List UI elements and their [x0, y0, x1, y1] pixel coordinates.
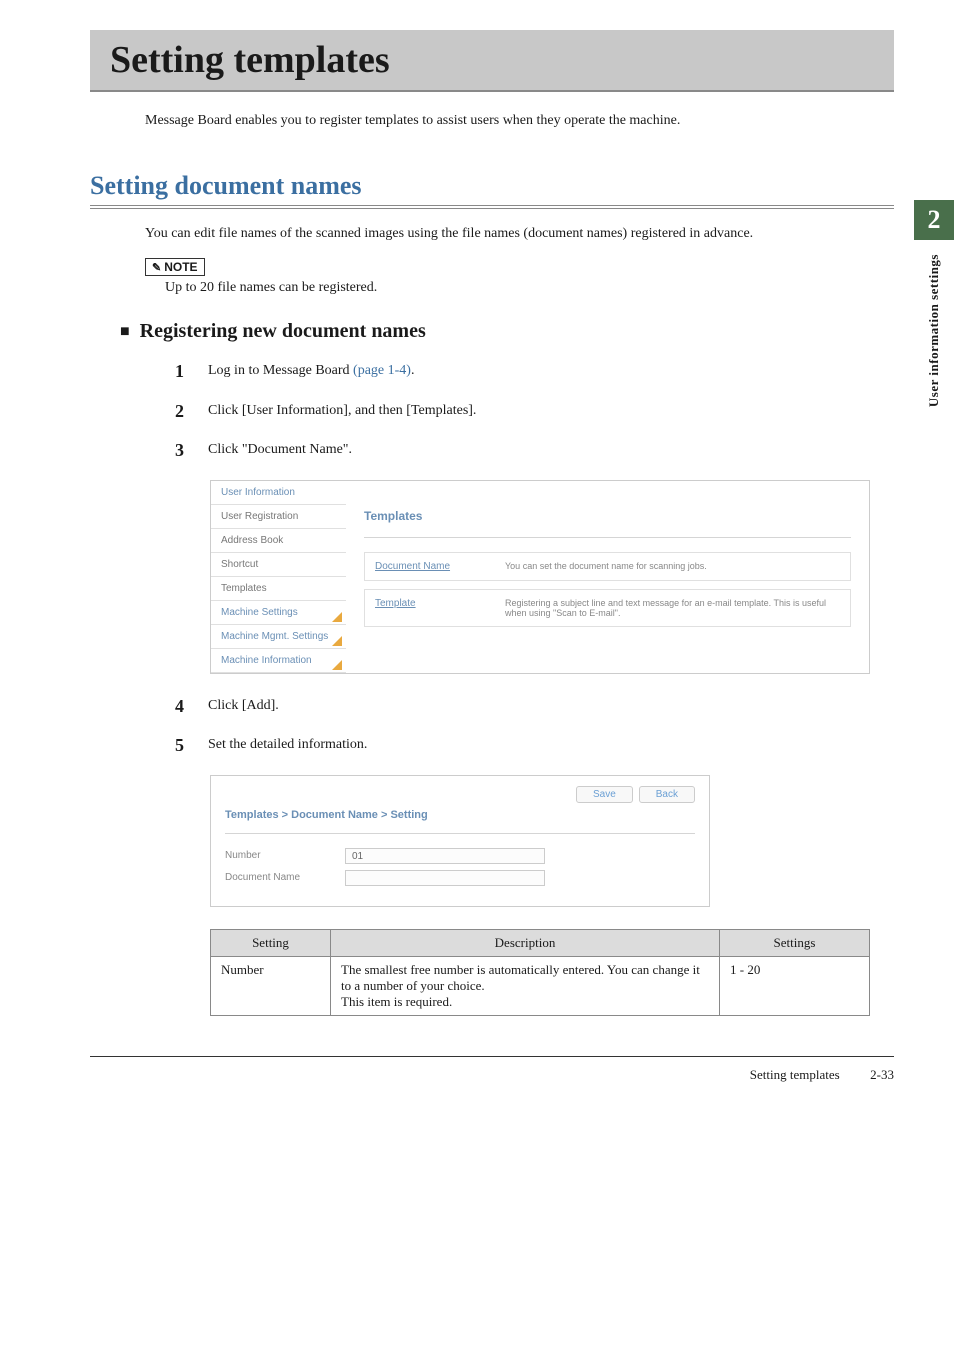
step-text: Click [Add].	[208, 696, 894, 716]
step-text: Click "Document Name".	[208, 440, 894, 460]
table-cell-setting: Number	[211, 956, 331, 1015]
step-number: 2	[175, 401, 193, 423]
sidebar-item-machine-mgmt-settings[interactable]: Machine Mgmt. Settings	[211, 625, 346, 649]
step-1-link[interactable]: (page 1-4)	[353, 363, 411, 378]
note-icon: ✎	[152, 261, 161, 274]
note-badge: ✎ NOTE	[145, 258, 205, 276]
field-row-document-name: Document Name	[225, 870, 695, 886]
sidebar-item-address-book[interactable]: Address Book	[211, 529, 346, 553]
table-row: Number The smallest free number is autom…	[211, 956, 870, 1015]
step-text: Set the detailed information.	[208, 735, 894, 755]
document-name-label: Document Name	[225, 872, 325, 883]
template-desc: Registering a subject line and text mess…	[505, 598, 840, 618]
template-link[interactable]: Template	[375, 598, 475, 618]
sidebar-item-templates[interactable]: Templates	[211, 577, 346, 601]
step-text: Click [User Information], and then [Temp…	[208, 401, 894, 421]
templates-row-document-name: Document Name You can set the document n…	[364, 552, 851, 581]
step-number: 3	[175, 440, 193, 462]
table-cell-settings: 1 - 20	[720, 956, 870, 1015]
table-cell-description: The smallest free number is automaticall…	[331, 956, 720, 1015]
screenshot-document-name-setting: Save Back Templates > Document Name > Se…	[210, 775, 710, 907]
section-heading: Setting document names	[90, 171, 894, 209]
chapter-number-badge: 2	[914, 200, 954, 240]
subsection-bullet: ■	[120, 323, 130, 341]
page-title-bar: Setting templates	[90, 30, 894, 92]
intro-paragraph: Message Board enables you to register te…	[145, 110, 894, 131]
step-4: 4 Click [Add].	[175, 696, 894, 718]
templates-row-template: Template Registering a subject line and …	[364, 589, 851, 627]
screenshot-main-heading: Templates	[364, 509, 851, 538]
footer-page-number: 2-33	[870, 1067, 894, 1082]
section-paragraph: You can edit file names of the scanned i…	[145, 223, 894, 244]
chapter-side-label: User information settings	[926, 254, 942, 407]
note-label-row: ✎ NOTE	[145, 258, 894, 276]
step-number: 5	[175, 735, 193, 757]
screenshot-templates-panel: User Information User Registration Addre…	[210, 480, 870, 674]
number-label: Number	[225, 850, 325, 861]
page-title: Setting templates	[110, 38, 874, 82]
note-label-text: NOTE	[164, 260, 197, 274]
footer-section-label: Setting templates	[750, 1067, 840, 1082]
document-name-link[interactable]: Document Name	[375, 561, 475, 572]
sidebar-item-machine-settings[interactable]: Machine Settings	[211, 601, 346, 625]
subsection-heading: Registering new document names	[140, 320, 426, 343]
number-input[interactable]: 01	[345, 848, 545, 864]
step-text: Log in to Message Board (page 1-4).	[208, 361, 894, 381]
subsection-heading-row: ■ Registering new document names	[120, 320, 894, 343]
step-5: 5 Set the detailed information.	[175, 735, 894, 757]
field-row-number: Number 01	[225, 848, 695, 864]
note-text: Up to 20 file names can be registered.	[165, 280, 894, 296]
step-1-pre: Log in to Message Board	[208, 363, 353, 378]
screenshot-breadcrumb-title: Templates > Document Name > Setting	[225, 809, 695, 834]
screenshot-main-panel: Templates Document Name You can set the …	[346, 481, 869, 673]
page-footer: Setting templates 2-33	[90, 1056, 894, 1083]
sidebar-item-user-information[interactable]: User Information	[211, 481, 346, 505]
screenshot-sidebar: User Information User Registration Addre…	[211, 481, 346, 673]
step-1: 1 Log in to Message Board (page 1-4).	[175, 361, 894, 383]
document-name-input[interactable]	[345, 870, 545, 886]
save-button[interactable]: Save	[576, 786, 633, 803]
sidebar-item-shortcut[interactable]: Shortcut	[211, 553, 346, 577]
table-header-settings: Settings	[720, 929, 870, 956]
table-header-description: Description	[331, 929, 720, 956]
step-2: 2 Click [User Information], and then [Te…	[175, 401, 894, 423]
sidebar-item-user-registration[interactable]: User Registration	[211, 505, 346, 529]
back-button[interactable]: Back	[639, 786, 695, 803]
document-name-desc: You can set the document name for scanni…	[505, 561, 840, 572]
step-3: 3 Click "Document Name".	[175, 440, 894, 462]
chapter-side-tab: 2 User information settings	[914, 200, 954, 407]
step-number: 1	[175, 361, 193, 383]
sidebar-item-machine-information[interactable]: Machine Information	[211, 649, 346, 673]
screenshot-button-row: Save Back	[225, 786, 695, 803]
settings-table: Setting Description Settings Number The …	[210, 929, 870, 1016]
table-header-setting: Setting	[211, 929, 331, 956]
step-1-post: .	[411, 363, 415, 378]
step-number: 4	[175, 696, 193, 718]
